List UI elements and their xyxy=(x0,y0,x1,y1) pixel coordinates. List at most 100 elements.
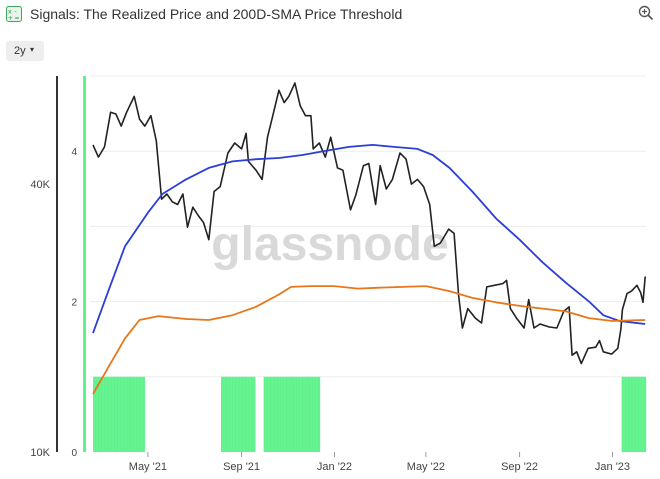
x-axis-tick-label: Jan '22 xyxy=(317,461,352,473)
signal-bar xyxy=(641,376,643,452)
signal-bar xyxy=(269,376,271,452)
signal-bar xyxy=(639,376,641,452)
signal-bar xyxy=(244,376,246,452)
signal-bar xyxy=(304,376,306,452)
zoom-in-icon[interactable] xyxy=(638,5,654,21)
signal-bar xyxy=(309,376,311,452)
signal-bar xyxy=(634,376,636,452)
signal-bar xyxy=(141,376,143,452)
signal-bar xyxy=(131,376,133,452)
signal-bar xyxy=(118,376,120,452)
signal-bar xyxy=(265,376,267,452)
signal-bar xyxy=(234,376,236,452)
x-axis-tick-label: May '22 xyxy=(407,461,445,473)
series-line-200d-sma xyxy=(92,144,646,334)
signal-bar xyxy=(281,376,283,452)
signal-bar xyxy=(264,376,266,452)
signal-bar xyxy=(123,376,125,452)
time-range-dropdown[interactable]: 2y ▾ xyxy=(6,41,44,61)
signal-bar xyxy=(230,376,232,452)
signal-bar xyxy=(95,376,97,452)
signal-bar xyxy=(125,376,126,452)
signal-bar xyxy=(224,376,226,452)
signal-bar xyxy=(297,376,299,452)
signal-bar xyxy=(277,376,279,452)
signal-bar xyxy=(271,376,273,452)
signal-bar xyxy=(625,376,627,452)
svg-text:+: + xyxy=(8,15,13,22)
signal-bar xyxy=(307,376,308,452)
signal-bar xyxy=(635,376,637,452)
signal-bar xyxy=(636,376,638,452)
svg-text:=: = xyxy=(15,15,20,22)
signal-bar xyxy=(243,376,244,452)
signal-bar xyxy=(295,376,297,452)
signal-bar xyxy=(275,376,276,452)
signal-bar xyxy=(93,376,94,452)
signal-edge xyxy=(83,76,86,452)
signal-bar xyxy=(240,376,242,452)
signals-icon: x - + = xyxy=(6,6,22,22)
signal-bar xyxy=(317,376,319,452)
signal-bar xyxy=(104,376,106,452)
signal-bar xyxy=(106,376,108,452)
signal-bar xyxy=(291,376,292,452)
signal-bar xyxy=(287,376,289,452)
signal-bar xyxy=(245,376,247,452)
signal-bar xyxy=(240,376,241,452)
signal-bar xyxy=(227,376,229,452)
signal-bar xyxy=(253,376,255,452)
left-axis-tick-label: 10K xyxy=(30,447,50,459)
signal-bar xyxy=(278,376,280,452)
signal-bar xyxy=(630,376,631,452)
signal-bar xyxy=(242,376,244,452)
signal-bar xyxy=(247,376,249,452)
signal-bar xyxy=(284,376,286,452)
signal-bar xyxy=(272,376,274,452)
signal-bar xyxy=(297,376,299,452)
signal-bar xyxy=(113,376,115,452)
signal-bar xyxy=(134,376,136,452)
signal-bar xyxy=(274,376,276,452)
signal-bar xyxy=(135,376,137,452)
signal-bar xyxy=(642,376,644,452)
watermark: glassnode xyxy=(211,218,448,271)
signal-bar xyxy=(300,376,302,452)
left-axis-tick-label: 40K xyxy=(30,179,50,191)
signal-bar xyxy=(119,376,121,452)
signal-bar xyxy=(254,376,256,452)
signal-bar xyxy=(284,376,286,452)
signal-bar xyxy=(286,376,288,452)
chart-header: x - + = Signals: The Realized Price and … xyxy=(0,0,660,30)
signal-bar xyxy=(319,376,321,452)
signal-bar xyxy=(99,376,101,452)
signal-bar xyxy=(102,376,104,452)
signal-bar xyxy=(235,376,237,452)
signal-bar xyxy=(302,376,304,452)
signal-bar xyxy=(127,376,129,452)
signal-bar xyxy=(629,376,631,452)
signal-bar xyxy=(643,376,645,452)
signal-bar xyxy=(141,376,142,452)
signal-bar xyxy=(268,376,270,452)
signal-bar xyxy=(306,376,308,452)
signal-bar xyxy=(252,376,254,452)
signal-bar xyxy=(640,376,642,452)
time-range-label: 2y xyxy=(14,45,26,57)
signal-bar xyxy=(300,376,302,452)
signal-bar xyxy=(118,376,120,452)
chart-title: Signals: The Realized Price and 200D-SMA… xyxy=(30,6,403,22)
signal-bar xyxy=(305,376,307,452)
svg-text:x: x xyxy=(8,9,12,16)
signal-bar xyxy=(238,376,240,452)
signal-bar xyxy=(273,376,275,452)
signal-bar xyxy=(249,376,251,452)
signal-bar xyxy=(293,376,295,452)
signal-bar xyxy=(120,376,122,452)
signal-bar xyxy=(230,376,232,452)
signal-bar xyxy=(311,376,313,452)
signal-bar xyxy=(246,376,248,452)
signal-bar xyxy=(117,376,119,452)
signal-bar xyxy=(103,376,105,452)
signal-bar xyxy=(222,376,224,452)
